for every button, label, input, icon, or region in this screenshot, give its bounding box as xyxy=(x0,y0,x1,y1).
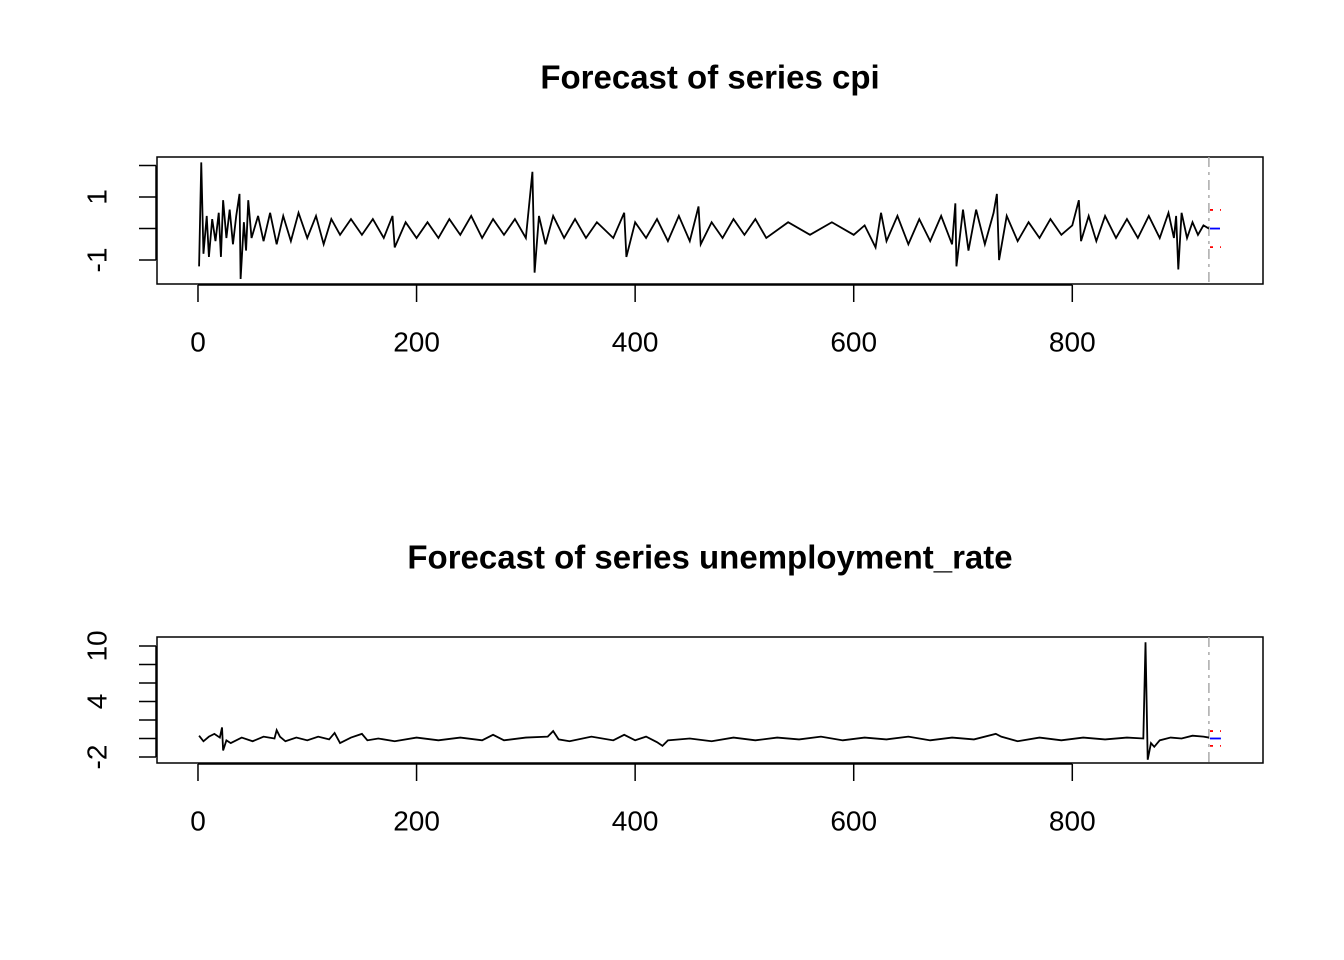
series-line xyxy=(198,642,1210,760)
x-tick-label: 0 xyxy=(190,326,206,357)
x-tick-label: 400 xyxy=(612,326,659,357)
panel: Forecast of series unemployment_rate 0 200… xyxy=(81,539,1264,836)
y-tick-label: -2 xyxy=(81,745,112,770)
y-tick-label: 4 xyxy=(81,694,112,710)
panel: Forecast of series cpi 0 200 400 600 800 -1 1 xyxy=(81,59,1264,357)
y-tick-label: -1 xyxy=(81,248,112,273)
x-tick-label: 0 xyxy=(190,805,206,836)
plot-frame xyxy=(156,636,1264,764)
series-line xyxy=(198,162,1210,280)
chart-title: Forecast of series unemployment_rate xyxy=(407,539,1012,576)
plot-frame xyxy=(156,156,1264,285)
x-tick-label: 800 xyxy=(1049,805,1096,836)
x-tick-label: 600 xyxy=(830,805,877,836)
chart-title: Forecast of series cpi xyxy=(540,59,879,96)
y-tick-label: 10 xyxy=(81,630,112,661)
x-tick-label: 200 xyxy=(393,326,440,357)
y-tick-label: 1 xyxy=(81,189,112,205)
x-tick-label: 600 xyxy=(830,326,877,357)
x-tick-label: 400 xyxy=(612,805,659,836)
x-tick-label: 200 xyxy=(393,805,440,836)
x-tick-label: 800 xyxy=(1049,326,1096,357)
